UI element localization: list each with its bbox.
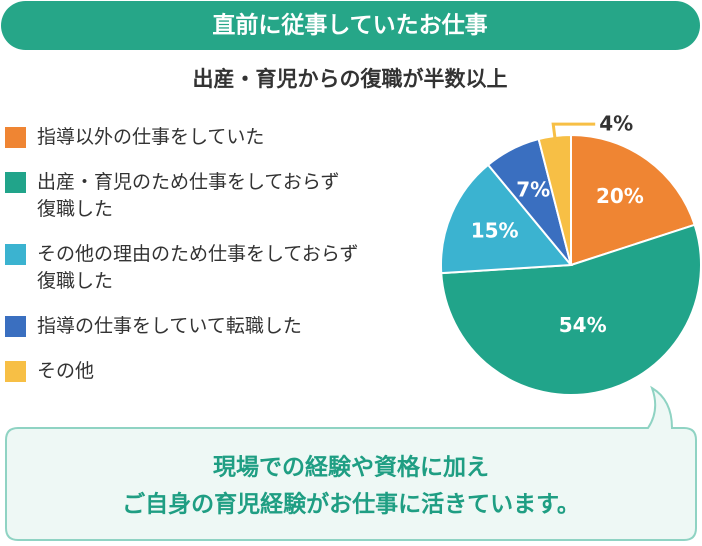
- callout-bubble: [5, 385, 697, 541]
- data-label: 4%: [599, 112, 633, 136]
- callout-text: ご自身の育児経験がお仕事に活きています。: [122, 491, 580, 518]
- pie-slice: [440, 223, 702, 396]
- legend-label: 指導の仕事をしていて転職した: [37, 315, 302, 337]
- legend-swatch: [5, 316, 26, 337]
- pie-slice: [440, 163, 574, 275]
- legend-item: その他の理由のため仕事をしておらず 復職した: [5, 241, 435, 295]
- chart-subtitle: 出産・育児からの復職が半数以上: [193, 67, 508, 91]
- legend-label: 指導以外の仕事をしていた: [37, 126, 265, 148]
- chart-title: 直前に従事していたお仕事: [212, 12, 487, 39]
- legend-item: 出産・育児のため仕事をしておらず 復職した: [5, 169, 435, 223]
- data-label: 7%: [516, 177, 550, 201]
- data-label: 20%: [596, 184, 644, 208]
- legend-swatch: [5, 127, 26, 148]
- legend-item: その他: [5, 358, 435, 385]
- pie-slice: [570, 133, 696, 267]
- legend-swatch: [5, 244, 26, 265]
- legend-item: 指導の仕事をしていて転職した: [5, 313, 435, 340]
- data-label: 54%: [559, 313, 607, 337]
- legend-swatch: [5, 172, 26, 193]
- legend-label: その他の理由のため仕事をしておらず 復職した: [37, 243, 359, 292]
- legend-item: 指導以外の仕事をしていた: [5, 124, 435, 151]
- title-banner: [1, 1, 700, 50]
- callout-text: 現場での経験や資格に加え: [213, 454, 489, 481]
- pie: 20% 54% 15% 7% 4%: [440, 112, 702, 396]
- legend-swatch: [5, 361, 26, 382]
- data-label: 15%: [471, 218, 519, 242]
- leader-line: [551, 122, 596, 143]
- legend-label: その他: [37, 360, 95, 382]
- legend-label: 出産・育児のため仕事をしておらず 復職した: [37, 171, 340, 220]
- legend: 指導以外の仕事をしていた出産・育児のため仕事をしておらず 復職した その他の理由の…: [5, 124, 435, 403]
